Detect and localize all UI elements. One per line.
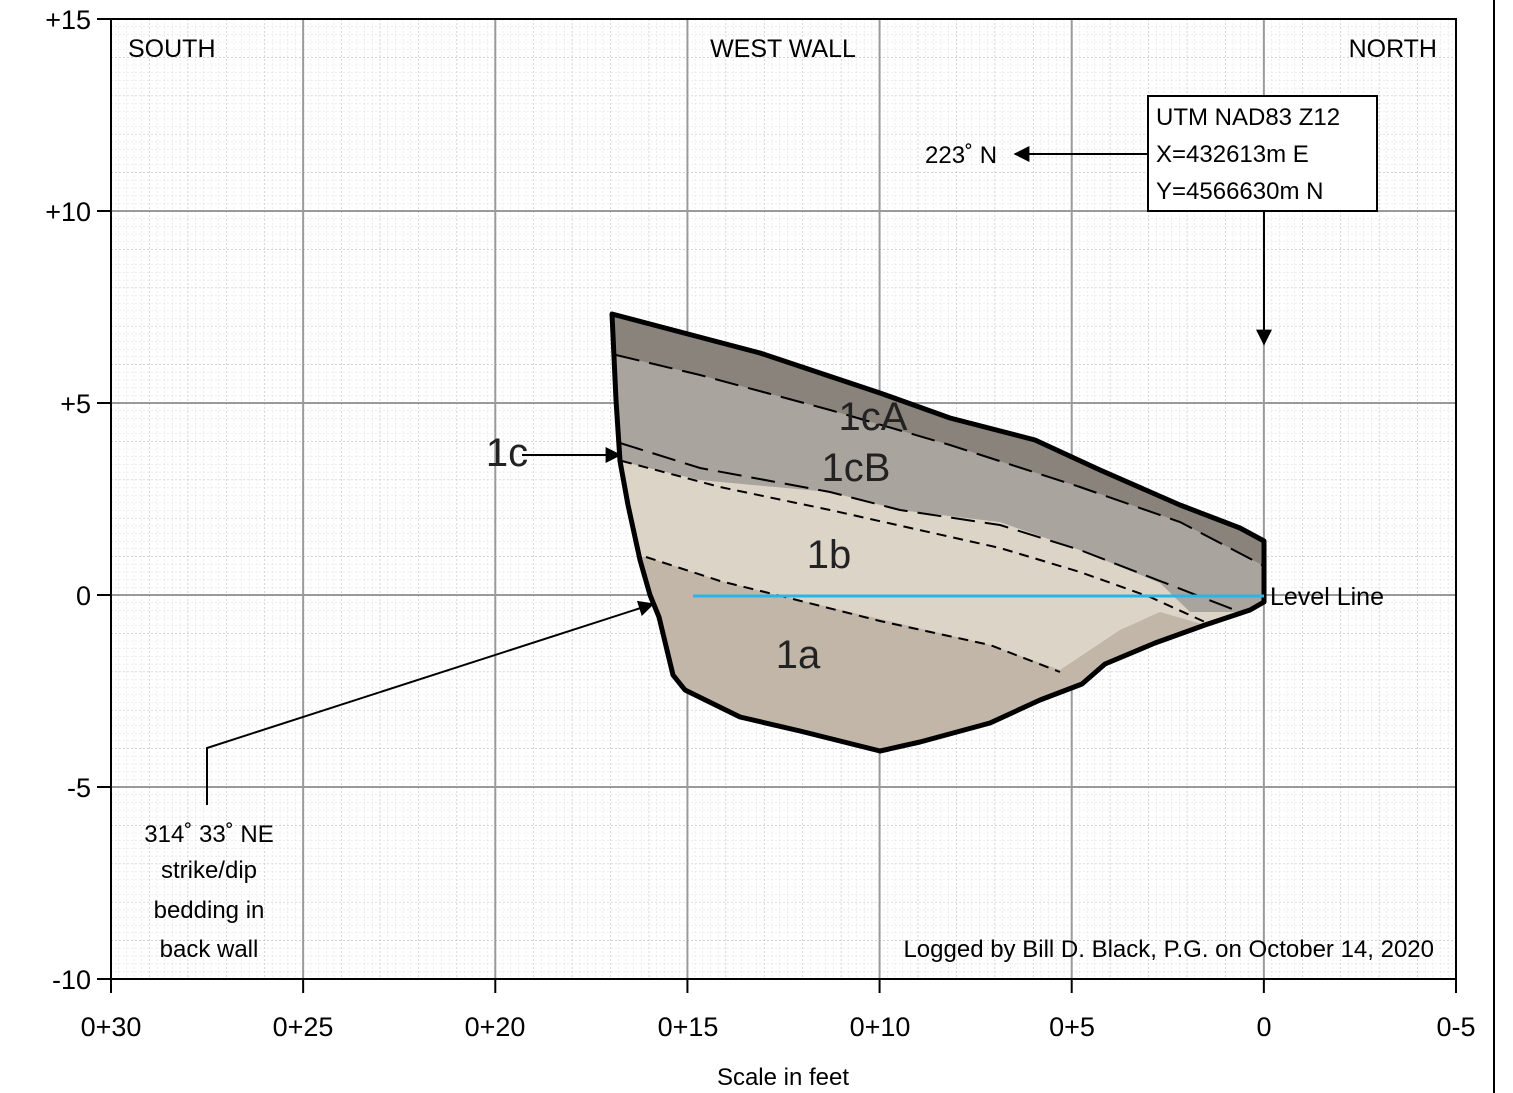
y-tick-label-0: 0 [76,581,91,611]
plot-frame [110,18,1457,980]
header-west-wall: WEST WALL [710,35,856,63]
header-south: SOUTH [128,35,216,63]
y-tick-label-+5: +5 [60,389,91,419]
contact-1b-1a [645,556,1061,673]
x-tick-label-0-5: 0-5 [1436,1012,1475,1042]
unit-label-1b: 1b [807,533,852,577]
x-tick-label-0: 0 [1256,1012,1271,1042]
coordinates-line-2: X=432613m E [1156,141,1309,168]
unit-1cB-fill [612,350,1264,612]
unit-1b-fill [612,450,1264,670]
x-tick-label-0+30: 0+30 [81,1012,142,1042]
unit-label-1a: 1a [776,633,821,677]
bedding-note-line-2: strike/dip [161,857,257,884]
x-tick-label-0+20: 0+20 [465,1012,526,1042]
contact-1cA-1cB [615,354,1265,567]
x-axis-label: Scale in feet [717,1064,849,1091]
header-north: NORTH [1349,35,1437,63]
coordinates-box [1147,95,1378,212]
y-tick-label-+15: +15 [45,5,91,35]
x-tick-label-0+10: 0+10 [850,1012,911,1042]
y-tick-label-+10: +10 [45,197,91,227]
orientation-label: 223˚ N [925,142,997,169]
x-tick-label-0+25: 0+25 [273,1012,334,1042]
unit-label-1cA: 1cA [839,395,908,439]
bedding-note-line-1: 314˚ 33˚ NE [144,821,273,848]
contact-1cB-1b [619,442,1241,613]
credit-line: Logged by Bill D. Black, P.G. on October… [903,936,1434,963]
bedding-note-line-4: back wall [160,936,259,963]
trench-outline [609,311,1267,754]
unit-label-1c: 1c [486,431,528,475]
y-tick-marks [97,18,111,980]
x-tick-label-0+15: 0+15 [658,1012,719,1042]
y-tick-label--5: -5 [67,773,91,803]
x-tick-label-0+5: 0+5 [1049,1012,1095,1042]
x-tick-marks [110,979,1457,993]
coordinates-line-1: UTM NAD83 Z12 [1156,104,1340,131]
y-tick-label--10: -10 [52,965,91,995]
level-line-label: Level Line [1270,583,1384,611]
unit-label-1cB: 1cB [822,446,891,490]
bedding-note-line-3: bedding in [154,897,265,924]
coordinates-line-3: Y=4566630m N [1156,178,1323,205]
bedding-arrow [206,600,655,805]
